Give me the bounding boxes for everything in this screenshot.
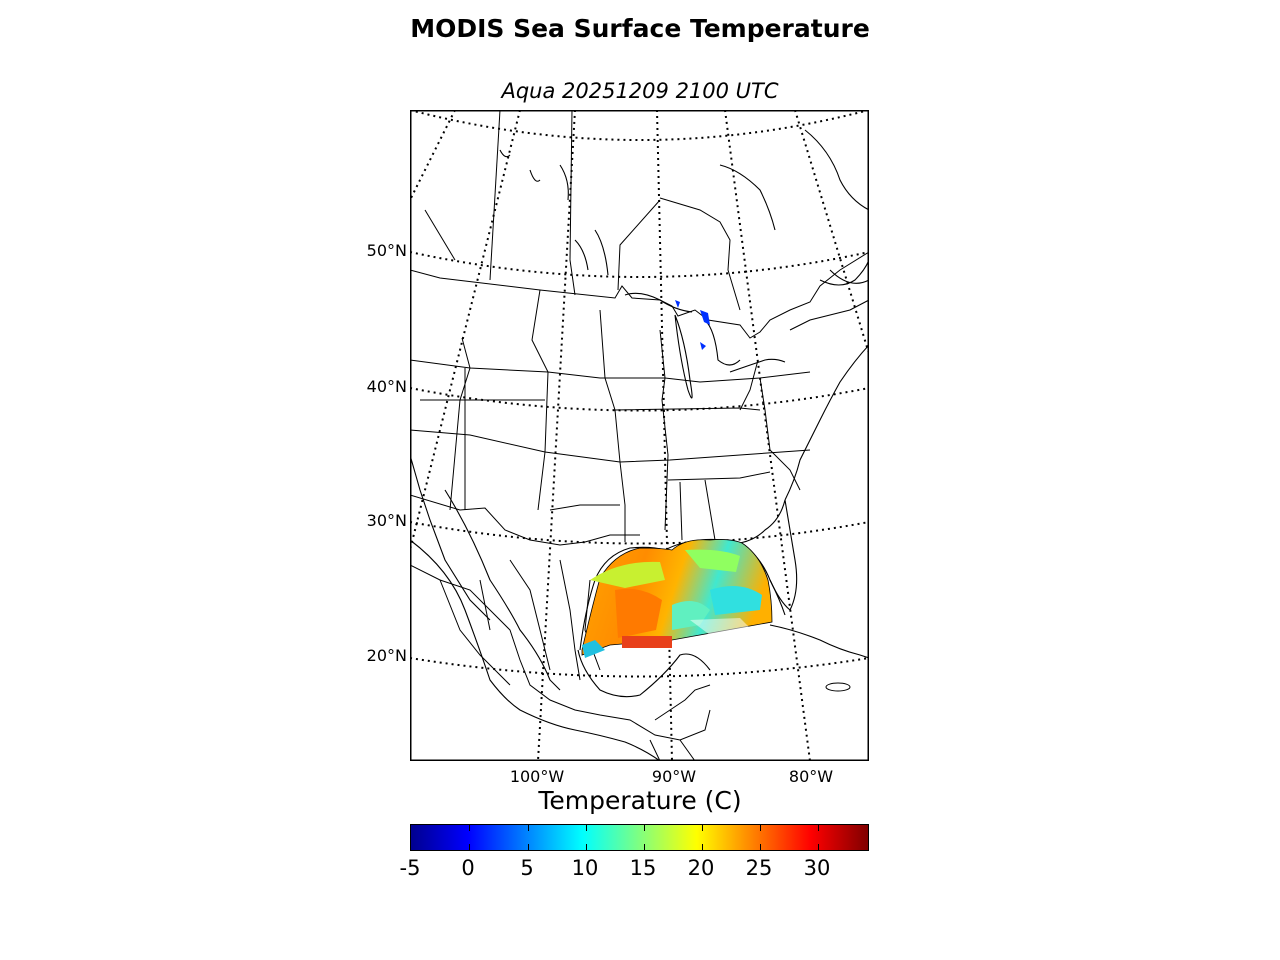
colorbar (410, 824, 869, 851)
great-lakes-sst (675, 300, 710, 350)
lon-label-100w: 100°W (509, 767, 565, 786)
graticule-lon (410, 110, 869, 761)
colorbar-tick-label: 20 (687, 856, 715, 880)
graticule-lat (410, 110, 869, 678)
lon-label-90w: 90°W (651, 767, 697, 786)
chart-subtitle: Aqua 20251209 2100 UTC (501, 79, 779, 103)
colorbar-tick-label: 30 (803, 856, 831, 880)
lat-label-40n: 40°N (366, 377, 407, 396)
colorbar-tick-label: 10 (571, 856, 599, 880)
map-svg (410, 110, 869, 761)
map-panel (410, 110, 869, 761)
sst-swath (581, 539, 773, 658)
colorbar-tick-label: 25 (745, 856, 773, 880)
chart-title: MODIS Sea Surface Temperature (410, 14, 870, 43)
colorbar-tick-label: 5 (520, 856, 534, 880)
colorbar-tick-label: 15 (629, 856, 657, 880)
colorbar-title: Temperature (C) (538, 786, 742, 815)
colorbar-tick-label: -5 (399, 856, 421, 880)
lat-label-50n: 50°N (366, 241, 407, 260)
lat-label-30n: 30°N (366, 511, 407, 530)
lon-label-80w: 80°W (788, 767, 834, 786)
political-boundaries (410, 110, 869, 761)
colorbar-tick-label: 0 (461, 856, 475, 880)
lat-label-20n: 20°N (366, 646, 407, 665)
